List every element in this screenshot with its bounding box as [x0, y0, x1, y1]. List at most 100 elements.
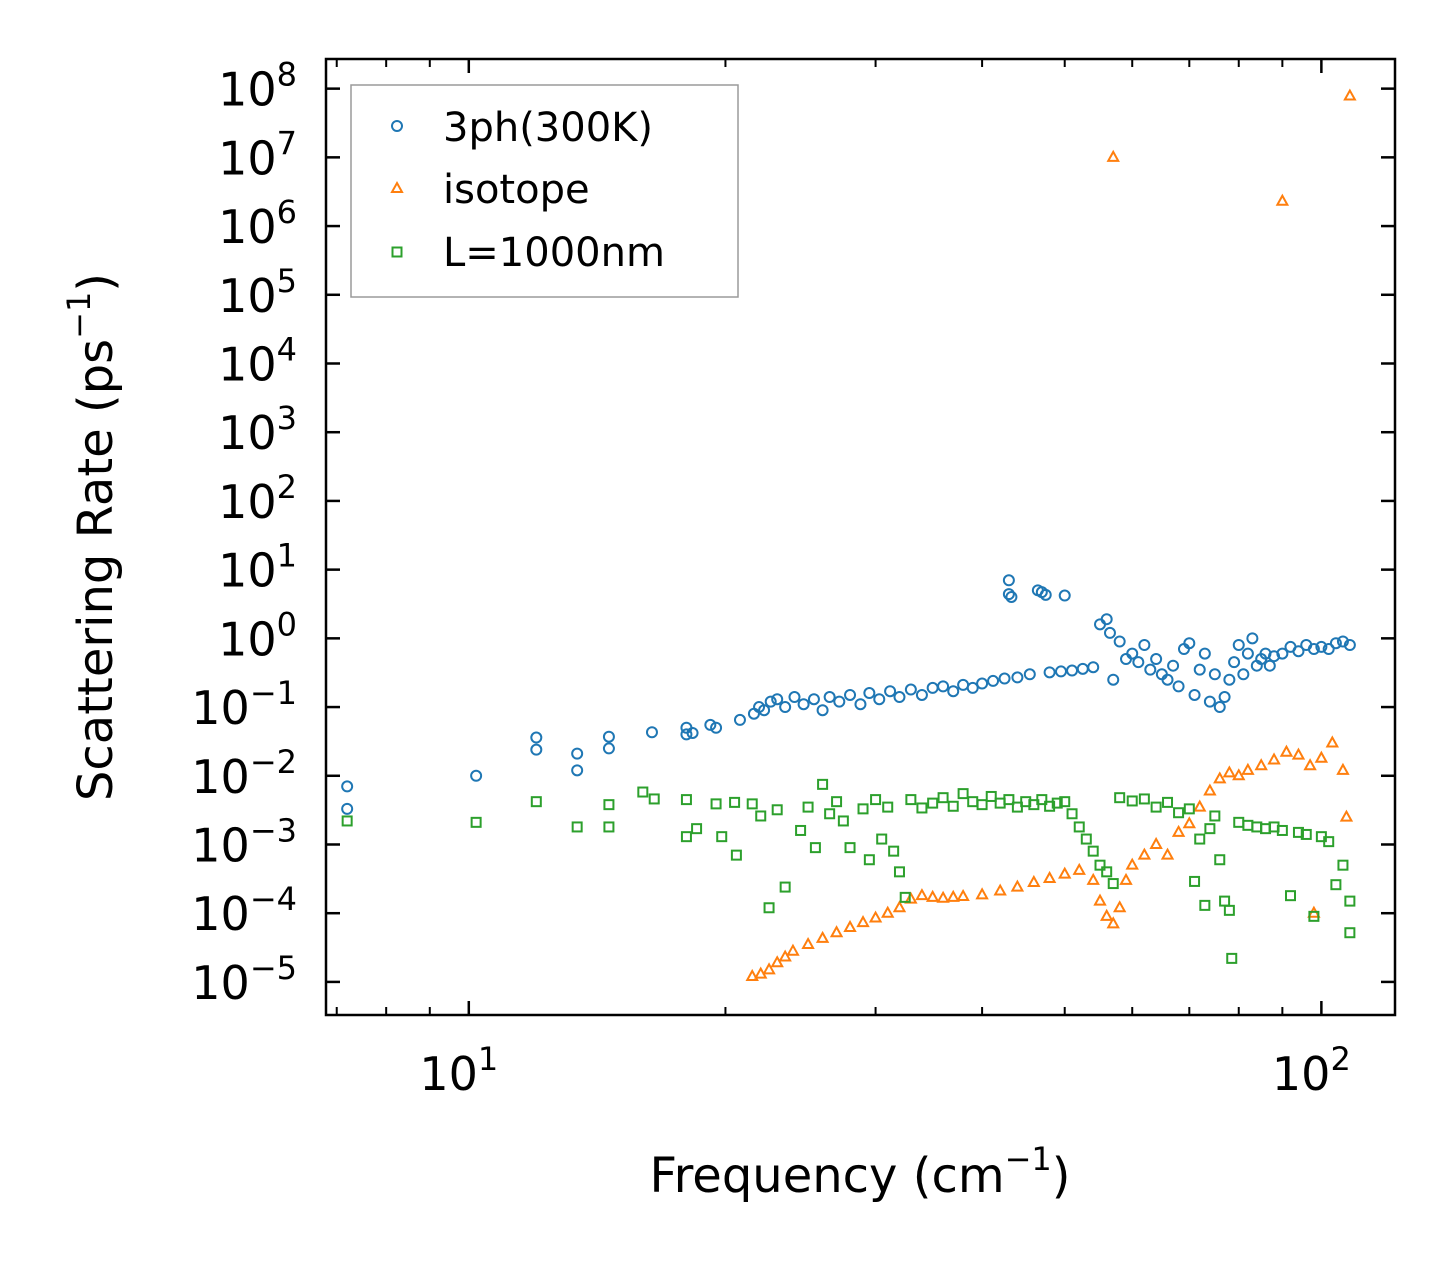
data-point-series-1-47 — [1279, 744, 1294, 757]
y-tick-label-13: 10−5 — [191, 949, 297, 1010]
data-point-series-2-55 — [1073, 821, 1085, 833]
data-point-series-2-32 — [882, 801, 894, 813]
data-point-series-2-25 — [831, 796, 843, 808]
data-point-series-1-5 — [786, 943, 800, 956]
data-point-series-0-74 — [1183, 637, 1196, 650]
data-point-series-2-1 — [470, 816, 482, 828]
data-point-series-1-18 — [946, 889, 960, 902]
data-point-series-2-79 — [1251, 821, 1263, 833]
legend: 3ph(300K) isotope L=1000nm — [350, 84, 739, 298]
data-point-series-0-102 — [1343, 639, 1356, 652]
data-point-series-2-0 — [341, 815, 353, 827]
data-point-series-1-40 — [1203, 783, 1217, 796]
data-point-series-2-29 — [863, 854, 875, 866]
data-point-series-0-32 — [884, 685, 897, 698]
data-point-series-2-77 — [1233, 816, 1245, 828]
data-point-series-0-26 — [823, 691, 836, 704]
data-point-series-0-64 — [1126, 647, 1139, 660]
data-point-series-0-48 — [1023, 668, 1036, 681]
data-point-series-0-45 — [1002, 588, 1015, 601]
data-point-series-1-33 — [1125, 857, 1139, 870]
data-point-series-0-67 — [1144, 663, 1157, 676]
data-point-series-0-4 — [530, 743, 543, 756]
data-point-series-0-75 — [1188, 688, 1201, 701]
data-point-series-1-0 — [745, 968, 759, 981]
y-tick-label-4: 104 — [218, 330, 297, 391]
data-point-series-2-67 — [1183, 803, 1195, 815]
data-point-series-1-16 — [925, 889, 940, 902]
data-point-series-2-34 — [893, 866, 905, 878]
data-point-series-0-31 — [873, 693, 886, 706]
data-point-series-1-22 — [1010, 879, 1025, 892]
data-point-series-1-34 — [1137, 847, 1152, 860]
data-point-series-2-82 — [1276, 824, 1288, 836]
y-tick-label-12: 10−4 — [191, 880, 297, 941]
data-point-series-2-73 — [1214, 854, 1226, 866]
data-point-series-1-21 — [993, 883, 1007, 896]
data-point-series-0-59 — [1100, 613, 1113, 626]
data-point-series-0-81 — [1218, 691, 1231, 704]
x-axis-label-text: Frequency (cm — [649, 1148, 1004, 1204]
data-point-series-1-55 — [1106, 149, 1120, 162]
data-point-series-2-74 — [1219, 895, 1231, 907]
data-point-series-0-97 — [1307, 642, 1320, 655]
data-point-series-2-20 — [795, 824, 807, 836]
data-point-series-1-50 — [1314, 750, 1329, 763]
data-point-series-2-28 — [857, 803, 869, 815]
data-point-series-1-44 — [1241, 762, 1255, 775]
data-point-series-0-5 — [571, 747, 584, 760]
data-point-series-2-90 — [1337, 859, 1349, 871]
data-point-series-1-2 — [762, 962, 776, 975]
data-point-series-0-42 — [987, 674, 1000, 687]
data-point-series-2-57 — [1087, 845, 1099, 857]
data-point-series-2-7 — [648, 793, 660, 805]
data-point-series-0-27 — [833, 695, 846, 708]
y-axis-label-sup: −1 — [60, 292, 98, 339]
x-tick-label-1: 102 — [1272, 1040, 1351, 1101]
data-point-series-2-17 — [763, 902, 775, 914]
data-point-series-2-66 — [1173, 807, 1185, 819]
y-axis-label: Scattering Rate (ps−1) — [60, 273, 124, 801]
data-point-series-2-61 — [1114, 792, 1126, 804]
legend-label-isotope: isotope — [443, 167, 590, 213]
data-point-series-1-49 — [1303, 758, 1317, 771]
data-point-series-2-86 — [1308, 910, 1320, 922]
data-point-series-0-14 — [710, 721, 723, 734]
data-point-series-2-71 — [1204, 823, 1216, 835]
data-point-series-0-85 — [1237, 668, 1250, 681]
y-tick-label-1: 107 — [218, 124, 297, 185]
data-point-series-2-72 — [1209, 810, 1221, 822]
data-point-series-2-44 — [985, 790, 997, 802]
data-point-series-2-33 — [888, 845, 900, 857]
data-point-series-0-56 — [1076, 662, 1089, 675]
data-point-series-0-35 — [915, 688, 928, 701]
data-point-series-2-35 — [899, 891, 911, 903]
data-point-series-2-83 — [1284, 890, 1296, 902]
data-point-series-2-3 — [571, 821, 583, 833]
data-point-series-0-18 — [758, 704, 771, 717]
data-point-series-1-38 — [1182, 816, 1197, 829]
data-point-series-2-26 — [837, 815, 849, 827]
data-point-series-2-13 — [729, 796, 741, 808]
legend-frame — [350, 84, 739, 298]
data-point-series-0-83 — [1228, 656, 1241, 669]
data-point-series-0-100 — [1329, 637, 1342, 650]
data-point-series-0-15 — [733, 713, 746, 726]
data-point-series-2-9 — [680, 794, 692, 806]
data-point-series-0-2 — [470, 769, 483, 782]
data-point-series-1-39 — [1193, 799, 1207, 812]
data-point-series-0-68 — [1150, 653, 1163, 666]
data-point-series-2-38 — [927, 797, 939, 809]
data-point-series-0-61 — [1107, 673, 1120, 686]
data-point-series-2-43 — [976, 799, 988, 811]
data-point-series-0-63 — [1120, 653, 1133, 666]
data-point-series-0-23 — [797, 698, 810, 711]
data-point-series-2-31 — [876, 833, 888, 845]
data-point-series-0-92 — [1268, 650, 1281, 663]
data-point-series-0-65 — [1132, 656, 1145, 669]
x-axis-label: Frequency (cm−1) — [649, 1140, 1070, 1204]
data-point-series-0-29 — [854, 698, 867, 711]
data-point-series-2-89 — [1330, 879, 1342, 891]
data-point-series-2-22 — [809, 842, 821, 854]
data-point-series-1-24 — [1042, 870, 1057, 883]
